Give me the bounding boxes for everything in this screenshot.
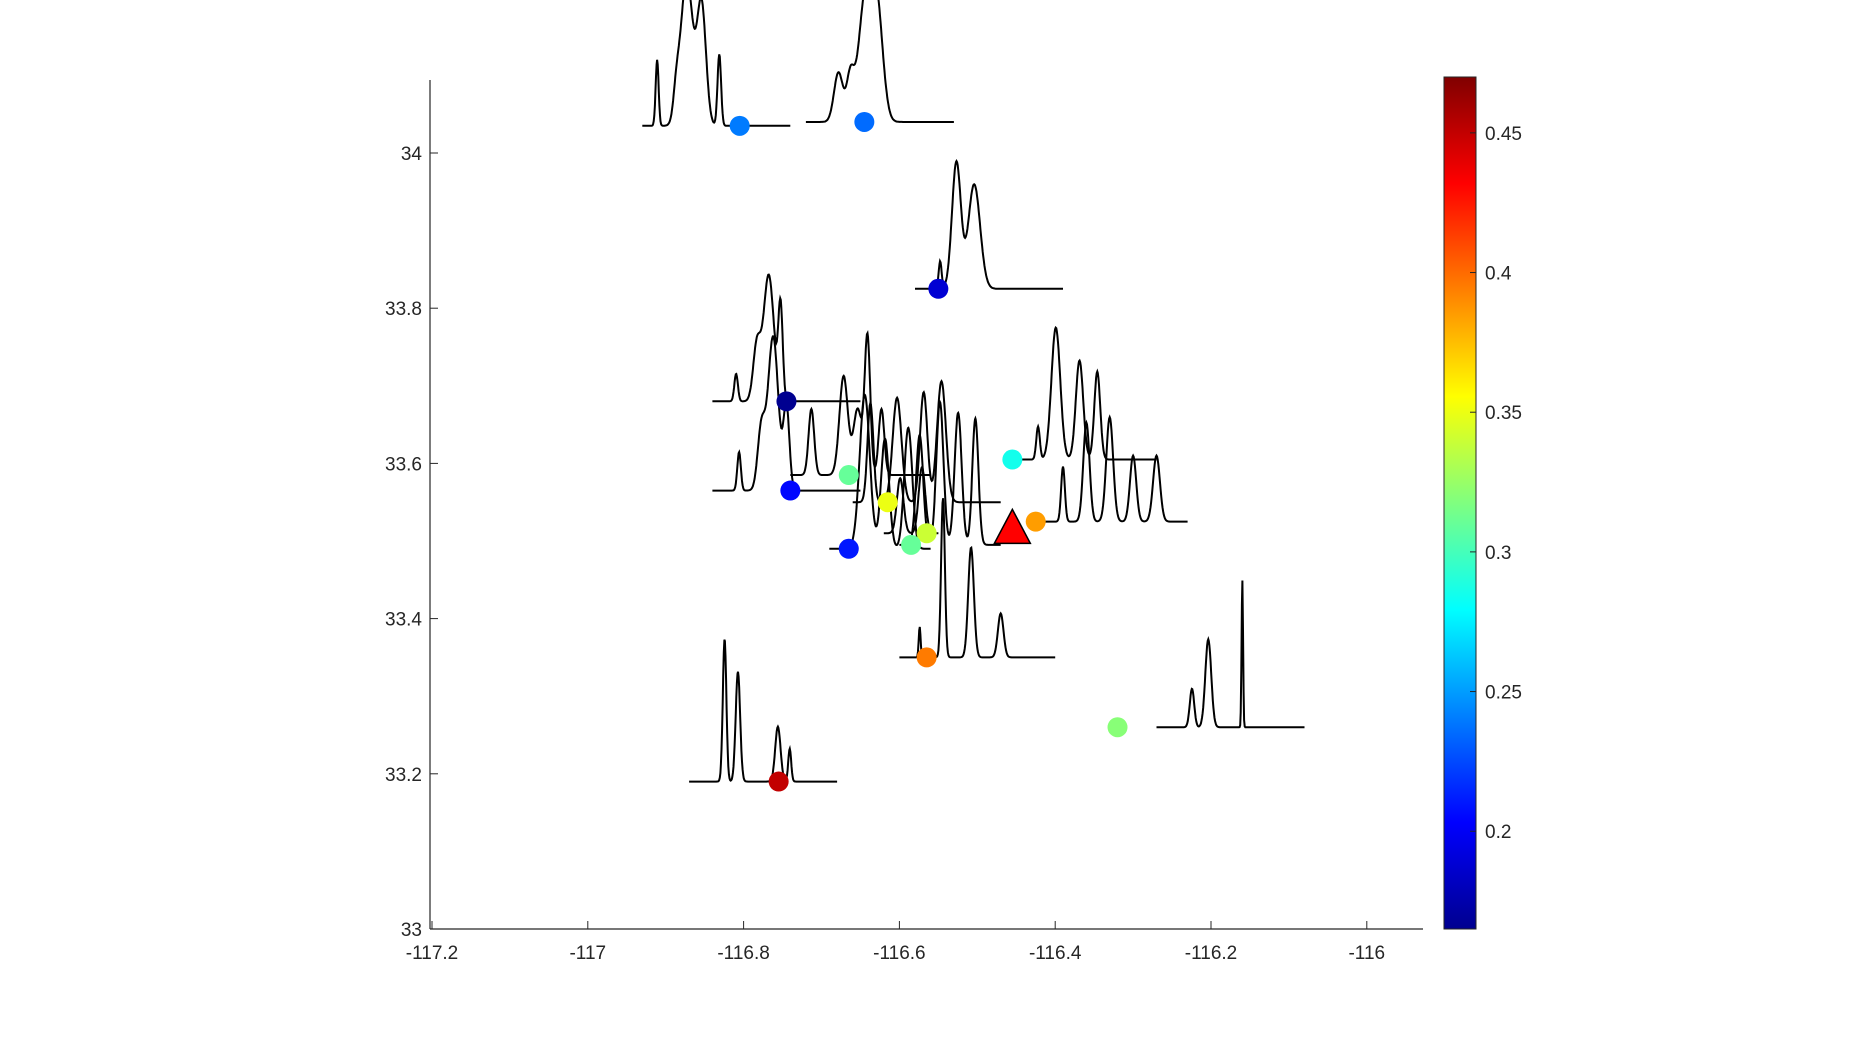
y-tick-label: 33.6 xyxy=(385,454,422,475)
x-tick-label: -116.6 xyxy=(873,943,925,964)
waveform-trace xyxy=(712,273,861,403)
station-point xyxy=(1002,449,1023,470)
waveform-trace xyxy=(852,379,1001,504)
y-tick-label: 33.2 xyxy=(385,765,422,786)
station-point xyxy=(1107,717,1128,738)
x-tick-label: -116.4 xyxy=(1029,943,1082,964)
reference-triangle xyxy=(993,507,1032,545)
station-point xyxy=(916,647,937,668)
x-tick-label: -117 xyxy=(569,943,606,964)
station-point xyxy=(729,115,750,136)
plot-axes xyxy=(429,80,1423,930)
station-point xyxy=(901,534,922,555)
colorbar-tick-label: 0.2 xyxy=(1485,822,1511,843)
station-point xyxy=(1025,511,1046,532)
x-tick-label: -116.2 xyxy=(1185,943,1237,964)
waveform-trace xyxy=(689,639,838,783)
y-ticks: 33 33.2 33.4 33.6 33.8 34 xyxy=(385,144,438,941)
y-tick-label: 33.4 xyxy=(385,610,422,631)
colorbar-ticks: 0.2 0.25 0.3 0.35 0.4 0.45 xyxy=(1470,124,1522,843)
colorbar-tick-label: 0.4 xyxy=(1485,264,1512,285)
waveform-trace xyxy=(915,159,1063,290)
station-point xyxy=(928,278,949,299)
x-ticks: -117.2 -117 -116.8 -116.6 -116.4 -116.2 -116 xyxy=(406,921,1385,964)
colorbar-tick-label: 0.25 xyxy=(1485,683,1522,704)
waveform-trace xyxy=(899,399,1001,546)
station-point xyxy=(768,771,789,792)
y-tick-label: 33 xyxy=(401,920,422,941)
x-tick-label: -117.2 xyxy=(406,943,458,964)
colorbar-tick-label: 0.3 xyxy=(1485,543,1511,564)
x-tick-label: -116 xyxy=(1348,943,1385,964)
waveform-trace xyxy=(642,0,791,127)
station-point xyxy=(854,111,875,132)
station-point xyxy=(780,480,801,501)
station-markers xyxy=(729,111,1128,792)
reference-marker xyxy=(993,507,1032,545)
waveform-trace xyxy=(1156,580,1305,729)
colorbar-gradient xyxy=(1443,76,1477,930)
colorbar-tick-label: 0.35 xyxy=(1485,403,1522,424)
waveform-trace xyxy=(1031,414,1188,523)
y-tick-label: 34 xyxy=(401,144,423,165)
colorbar: 0.2 0.25 0.3 0.35 0.4 0.45 xyxy=(1443,76,1522,930)
y-tick-label: 33.8 xyxy=(385,299,422,320)
waveform-trace xyxy=(712,335,861,492)
colorbar-tick-label: 0.45 xyxy=(1485,124,1522,145)
station-point xyxy=(838,465,859,486)
station-point xyxy=(838,538,859,559)
station-point xyxy=(916,523,937,544)
x-tick-label: -116.8 xyxy=(717,943,769,964)
waveform-trace xyxy=(790,330,931,476)
station-point xyxy=(776,391,797,412)
waveform-trace xyxy=(805,0,954,123)
station-point xyxy=(877,492,898,513)
waveform-trace xyxy=(1008,325,1157,461)
